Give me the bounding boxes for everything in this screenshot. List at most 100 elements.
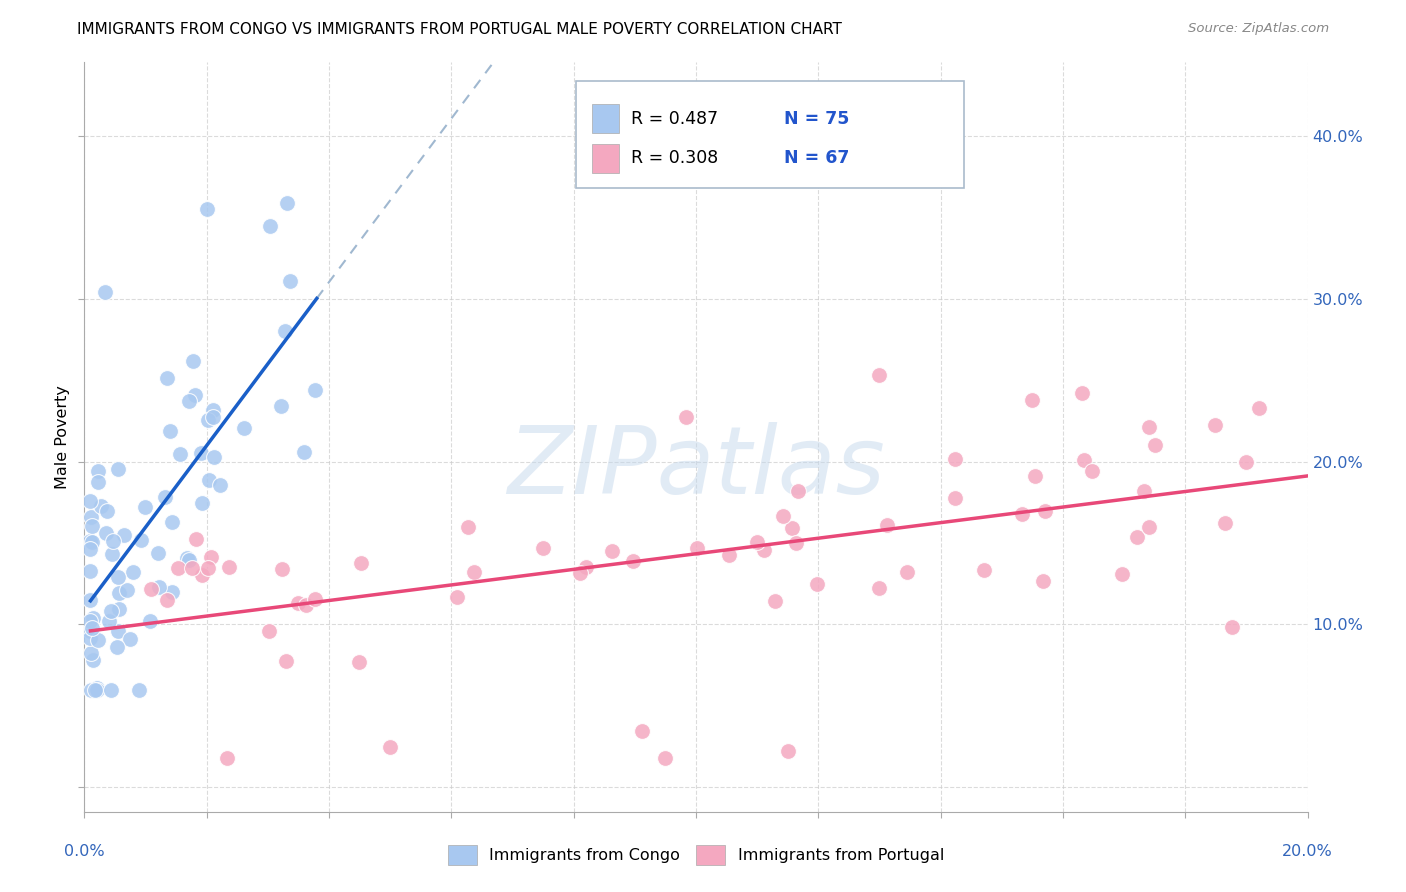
Text: N = 75: N = 75: [785, 110, 849, 128]
Point: [621, 554, 644, 568]
Point: [304, 591, 326, 606]
Point: [107, 570, 129, 584]
Text: R = 0.487: R = 0.487: [631, 110, 718, 128]
Point: [380, 739, 402, 754]
Point: [86, 681, 108, 696]
Point: [197, 413, 219, 427]
Point: [169, 447, 191, 461]
Point: [191, 568, 214, 582]
Point: [180, 561, 202, 575]
Point: [79, 632, 101, 646]
Point: [631, 724, 654, 739]
Point: [108, 602, 131, 616]
Point: [112, 528, 135, 542]
Point: [84, 682, 107, 697]
Point: [162, 515, 184, 529]
Point: [1213, 516, 1236, 531]
Point: [654, 751, 676, 765]
Point: [780, 521, 803, 535]
Point: [86, 682, 108, 697]
Point: [100, 547, 122, 561]
Point: [146, 546, 169, 560]
Point: [446, 590, 468, 604]
Point: [177, 553, 200, 567]
Point: [217, 751, 239, 765]
Point: [765, 594, 787, 608]
Point: [129, 533, 152, 547]
Point: [271, 562, 294, 576]
Point: [134, 500, 156, 515]
Point: [148, 581, 170, 595]
Point: [218, 559, 240, 574]
Point: [82, 653, 104, 667]
Point: [295, 598, 318, 612]
Point: [105, 640, 128, 654]
Point: [141, 582, 163, 597]
Point: [115, 583, 138, 598]
Point: [575, 560, 598, 574]
Text: N = 67: N = 67: [785, 149, 849, 168]
Point: [463, 565, 485, 579]
Point: [287, 596, 309, 610]
Point: [98, 614, 121, 628]
Point: [1143, 438, 1166, 452]
Point: [347, 655, 370, 669]
Point: [270, 400, 292, 414]
Point: [776, 744, 799, 758]
Point: [876, 518, 898, 533]
Point: [186, 533, 208, 547]
Point: [90, 500, 112, 514]
FancyBboxPatch shape: [576, 81, 965, 188]
Point: [94, 285, 117, 299]
Point: [107, 624, 129, 639]
Point: [80, 621, 103, 635]
Point: [197, 561, 219, 575]
Point: [121, 565, 143, 579]
Point: [183, 353, 205, 368]
Text: R = 0.308: R = 0.308: [631, 149, 718, 168]
Point: [139, 615, 162, 629]
Point: [1249, 401, 1271, 415]
Point: [86, 475, 108, 489]
Point: [100, 682, 122, 697]
Point: [1236, 454, 1258, 468]
Point: [198, 473, 221, 487]
Point: [259, 219, 281, 234]
Point: [190, 446, 212, 460]
Text: 0.0%: 0.0%: [65, 845, 104, 859]
Point: [107, 462, 129, 476]
Point: [87, 632, 110, 647]
Text: IMMIGRANTS FROM CONGO VS IMMIGRANTS FROM PORTUGAL MALE POVERTY CORRELATION CHART: IMMIGRANTS FROM CONGO VS IMMIGRANTS FROM…: [77, 22, 842, 37]
Point: [80, 535, 103, 549]
Bar: [592, 145, 619, 172]
Point: [568, 566, 591, 580]
Point: [80, 519, 103, 533]
Text: Source: ZipAtlas.com: Source: ZipAtlas.com: [1188, 22, 1329, 36]
Point: [349, 556, 371, 570]
Point: [806, 576, 828, 591]
Point: [94, 525, 117, 540]
Point: [1033, 504, 1056, 518]
Y-axis label: Male Poverty: Male Poverty: [55, 385, 70, 489]
Point: [208, 478, 231, 492]
Point: [531, 541, 554, 556]
Point: [79, 533, 101, 548]
Point: [176, 551, 198, 566]
Legend: Immigrants from Congo, Immigrants from Portugal: Immigrants from Congo, Immigrants from P…: [441, 838, 950, 871]
Point: [82, 611, 104, 625]
Point: [79, 564, 101, 578]
Point: [156, 370, 179, 384]
Point: [1137, 520, 1160, 534]
Point: [973, 563, 995, 577]
Point: [276, 654, 298, 668]
Point: [195, 202, 218, 216]
Point: [1125, 530, 1147, 544]
Point: [201, 402, 224, 417]
Point: [204, 450, 226, 464]
Point: [1080, 464, 1102, 478]
Point: [1032, 574, 1054, 588]
Point: [943, 491, 966, 506]
Point: [156, 593, 179, 607]
Point: [786, 484, 808, 499]
Point: [1111, 567, 1133, 582]
